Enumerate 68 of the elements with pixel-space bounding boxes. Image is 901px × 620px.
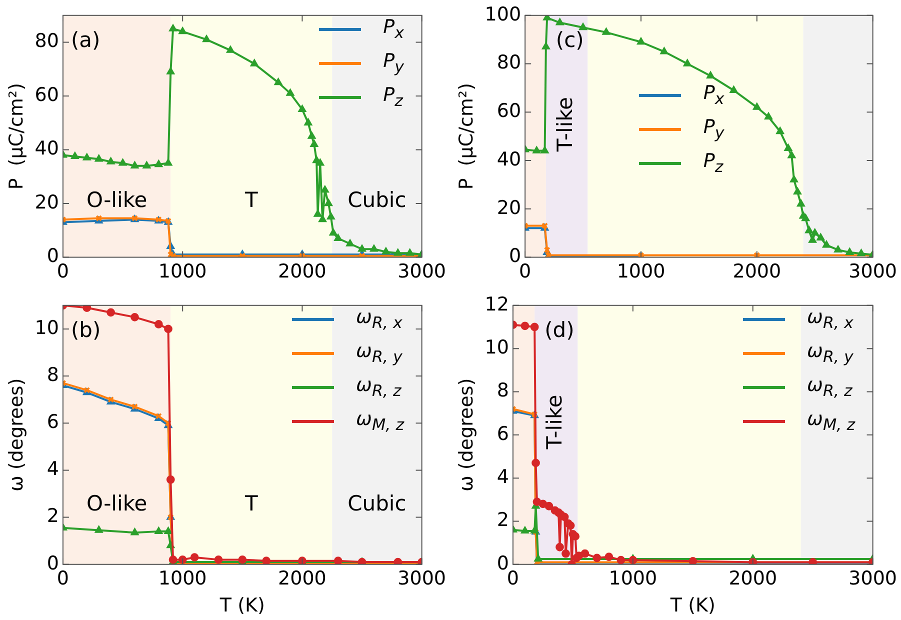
annotation: (c) [556, 28, 584, 52]
legend-label: P$_{z}$ [383, 84, 403, 110]
y-tick-label: 0 [496, 552, 509, 574]
x-tick-label: 3000 [848, 568, 898, 590]
y-tick-label: 6 [46, 411, 59, 434]
y-tick-label: 10 [34, 316, 59, 339]
y-tick-label: 40 [496, 148, 522, 170]
annotation: (a) [70, 28, 100, 52]
y-tick-label: 2 [496, 509, 509, 532]
band-label: O-like [86, 491, 148, 516]
legend-label: P$_{x}$ [383, 16, 404, 42]
annotation: (d) [544, 318, 574, 342]
y-tick-label: 12 [484, 293, 509, 316]
x-axis-title: T (K) [218, 594, 265, 617]
band-label: T [244, 491, 258, 516]
legend-label: ω$_{R, y}$ [356, 340, 402, 366]
band-label: Cubic [348, 491, 406, 516]
x-tick-label: 1000 [608, 568, 658, 590]
band-label: Cubic [348, 188, 406, 212]
y-tick-label: 20 [34, 191, 59, 214]
legend-label: ω$_{R, z}$ [807, 374, 852, 400]
y-axis-title: P (μC/cm²) [455, 82, 478, 190]
legend-label: ω$_{R, z}$ [356, 374, 402, 400]
band-label: T-like [553, 96, 578, 152]
x-tick-label: 2000 [278, 568, 326, 590]
legend-label: ω$_{M, z}$ [356, 408, 404, 434]
legend-label: ω$_{R, y}$ [807, 340, 854, 366]
y-axis-title: ω (degrees) [5, 378, 28, 492]
y-tick-label: 0 [508, 245, 522, 268]
x-tick-label: 3000 [398, 260, 446, 283]
legend-label: P$_{x}$ [703, 82, 724, 108]
y-tick-label: 8 [46, 364, 59, 386]
legend-label: ω$_{R, x}$ [807, 306, 854, 332]
x-tick-label: 2000 [278, 260, 326, 283]
x-tick-label: 3000 [848, 260, 898, 283]
y-tick-label: 4 [496, 466, 509, 488]
x-tick-label: 1000 [616, 260, 666, 283]
legend-label: ω$_{M, z}$ [807, 408, 855, 434]
x-tick-label: 1000 [158, 260, 207, 283]
y-tick-label: 80 [496, 52, 522, 74]
x-tick-label: 2000 [732, 260, 782, 283]
y-tick-label: 40 [34, 138, 59, 160]
y-tick-label: 6 [496, 422, 509, 445]
legend-label: ω$_{R, x}$ [356, 306, 402, 332]
y-tick-label: 10 [484, 336, 509, 359]
y-axis-title: P (μC/cm²) [5, 82, 28, 190]
x-tick-label: 3000 [398, 568, 446, 590]
band-label: T-like [542, 394, 567, 450]
band-label: O-like [86, 188, 148, 212]
y-tick-label: 0 [46, 552, 59, 574]
y-tick-label: 2 [46, 505, 59, 528]
legend-label: P$_{y}$ [383, 50, 404, 76]
legend-label: P$_{y}$ [703, 116, 724, 142]
annotation: (b) [70, 318, 101, 342]
y-tick-label: 60 [496, 100, 522, 122]
legend-label: P$_{z}$ [703, 150, 724, 176]
x-tick-label: 1000 [158, 568, 207, 590]
x-tick-label: 2000 [728, 568, 778, 590]
y-axis-title: ω (degrees) [455, 378, 478, 492]
y-tick-label: 20 [496, 196, 522, 219]
y-tick-label: 0 [46, 245, 59, 268]
y-tick-label: 4 [46, 458, 59, 480]
y-tick-label: 100 [484, 3, 522, 26]
y-tick-label: 60 [34, 84, 59, 106]
band-label: T [244, 188, 258, 212]
y-tick-label: 80 [34, 30, 59, 52]
y-tick-label: 8 [496, 380, 509, 402]
x-axis-title: T (K) [669, 594, 716, 617]
